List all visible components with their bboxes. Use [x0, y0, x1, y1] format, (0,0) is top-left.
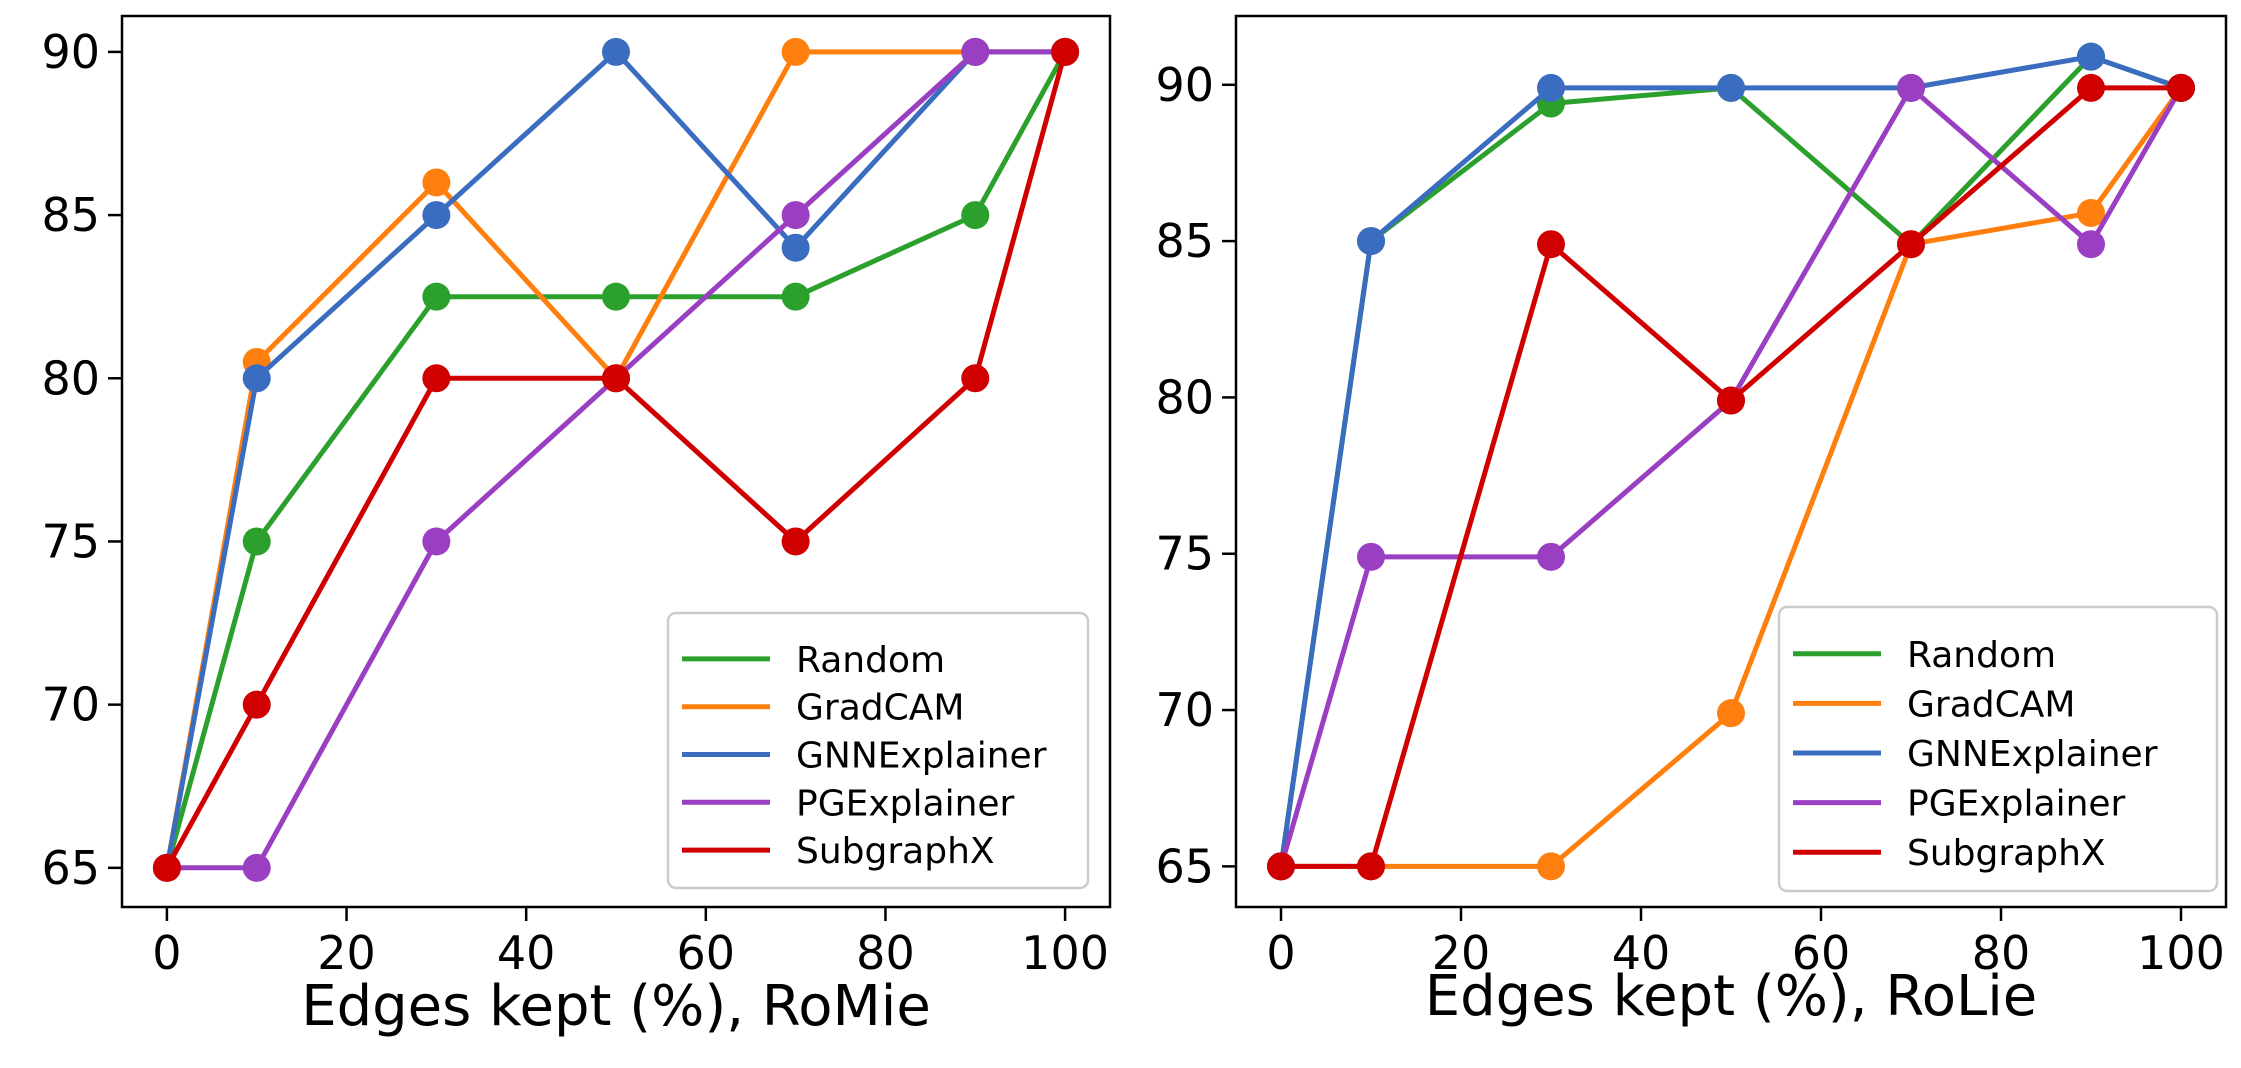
legend-label-gradcam: GradCAM: [1907, 684, 2075, 725]
y-tick-label: 90: [1155, 58, 1214, 112]
data-point-subgraphx: [1537, 230, 1565, 259]
data-point-random: [602, 282, 630, 311]
y-tick-label: 70: [1155, 683, 1214, 737]
y-tick-label: 90: [41, 25, 100, 79]
data-point-subgraphx: [961, 364, 990, 393]
plot-frame: [1234, 14, 2228, 909]
x-tick-label: 100: [1021, 926, 1109, 980]
data-point-random: [242, 527, 271, 556]
data-point-subgraphx: [2167, 73, 2195, 102]
series-subgraphx: [152, 37, 1080, 882]
data-point-gnnexplainer: [242, 364, 271, 393]
legend-label-subgraphx: SubgraphX: [1907, 833, 2106, 874]
y-tick-label: 85: [41, 188, 100, 242]
legend: Random GradCAM GNNExplainer PGExplainer Subg…: [1777, 605, 2219, 893]
data-point-pgexplainer: [242, 853, 271, 882]
data-point-pgexplainer: [422, 527, 451, 556]
x-tick-label: 0: [152, 926, 181, 980]
x-axis-label: Edges kept (%), RoMie: [301, 974, 931, 1039]
data-point-subgraphx: [1357, 852, 1385, 881]
x-tick-label: 40: [497, 926, 556, 980]
data-point-gradcam: [781, 37, 810, 66]
legend-label-random: Random: [1907, 635, 2056, 676]
data-point-pgexplainer: [781, 201, 810, 230]
data-point-subgraphx: [781, 527, 810, 556]
data-point-gnnexplainer: [781, 233, 810, 262]
chart-panel-1: 0 20 40 60 80 100 65 70 75 80 85 90 Edges kept (%), …: [41, 14, 1112, 1039]
legend-label-gradcam: GradCAM: [796, 688, 964, 729]
x-tick-label: 20: [317, 926, 376, 980]
legend-label-subgraphx: SubgraphX: [796, 831, 995, 872]
series-subgraphx: [1267, 73, 2195, 881]
data-point-gradcam: [1537, 852, 1565, 881]
data-point-gnnexplainer: [1357, 227, 1385, 256]
x-tick-label: 0: [1266, 926, 1295, 980]
data-point-gradcam: [2077, 198, 2105, 227]
legend-label-random: Random: [796, 640, 945, 681]
data-point-random: [961, 201, 990, 230]
legend-label-pgexplainer: PGExplainer: [796, 783, 1015, 824]
data-point-pgexplainer: [2077, 230, 2105, 259]
y-tick-label: 75: [41, 514, 100, 568]
data-point-subgraphx: [2077, 73, 2105, 102]
x-tick-label: 100: [2137, 926, 2225, 980]
data-point-gradcam: [422, 168, 451, 197]
y-tick-label: 80: [1155, 370, 1214, 424]
data-point-subgraphx: [1051, 37, 1080, 66]
legend-label-gnnexplainer: GNNExplainer: [796, 736, 1047, 777]
data-point-random: [781, 282, 810, 311]
y-tick-label: 80: [41, 351, 100, 405]
x-axis-label: Edges kept (%), RoLie: [1425, 964, 2037, 1029]
y-tick-label: 65: [1155, 839, 1214, 893]
data-point-gnnexplainer: [602, 37, 630, 66]
x-tick-label: 80: [1972, 926, 2031, 980]
data-point-gnnexplainer: [2077, 42, 2105, 71]
y-tick-label: 70: [41, 678, 100, 732]
legend-box: [666, 611, 1090, 890]
legend-label-gnnexplainer: GNNExplainer: [1907, 734, 2158, 775]
x-tick-label: 20: [1432, 926, 1491, 980]
data-point-subgraphx: [152, 853, 181, 882]
y-tick-label: 65: [41, 841, 100, 895]
legend: Random GradCAM GNNExplainer PGExplainer Subg…: [666, 611, 1090, 890]
data-point-pgexplainer: [1897, 73, 1925, 102]
x-tick-label: 60: [1792, 926, 1851, 980]
x-tick-label: 80: [856, 926, 915, 980]
chart-panel-2: 0 20 40 60 80 100 65 70 75 80 85 90 Edges kept (%), …: [1155, 14, 2228, 1029]
data-point-random: [422, 282, 451, 311]
data-point-subgraphx: [1897, 230, 1925, 259]
data-point-gnnexplainer: [1717, 73, 1745, 102]
data-point-subgraphx: [242, 690, 271, 719]
data-point-gradcam: [1717, 699, 1745, 728]
data-point-pgexplainer: [961, 37, 990, 66]
data-point-pgexplainer: [1357, 542, 1385, 571]
data-point-subgraphx: [1267, 852, 1295, 881]
legend-box: [1777, 605, 2219, 893]
data-point-subgraphx: [602, 364, 630, 393]
data-point-subgraphx: [1717, 386, 1745, 415]
y-tick-label: 85: [1155, 214, 1214, 268]
data-point-subgraphx: [422, 364, 451, 393]
data-point-gnnexplainer: [1537, 73, 1565, 102]
plot-frame: [120, 14, 1112, 909]
x-tick-label: 40: [1612, 926, 1671, 980]
y-tick-label: 75: [1155, 527, 1214, 581]
data-point-pgexplainer: [1537, 542, 1565, 571]
x-tick-label: 60: [677, 926, 736, 980]
data-point-gnnexplainer: [422, 201, 451, 230]
legend-label-pgexplainer: PGExplainer: [1907, 784, 2126, 825]
